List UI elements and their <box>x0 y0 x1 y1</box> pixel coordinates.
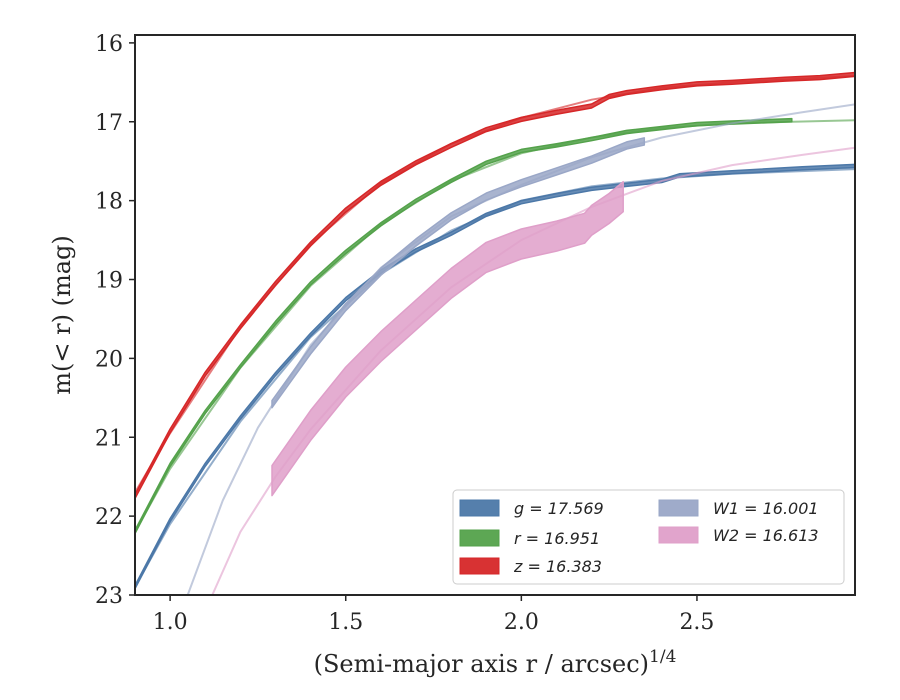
observed-band-1 <box>135 117 793 535</box>
legend-label-0: g = 17.569 <box>514 499 604 518</box>
x-tick-label: 2.0 <box>504 610 539 635</box>
legend-label-3: W1 = 16.001 <box>713 499 819 518</box>
legend-label-4: W2 = 16.613 <box>713 526 819 545</box>
y-tick-label: 23 <box>95 584 123 609</box>
legend-swatch-2 <box>459 557 500 575</box>
observed-band-4 <box>271 180 624 497</box>
y-tick-label: 18 <box>95 190 123 215</box>
x-tick-label: 1.5 <box>328 610 363 635</box>
y-tick-label: 21 <box>95 426 123 451</box>
series-3 <box>186 103 855 595</box>
series-2 <box>135 71 855 500</box>
legend-label-1: r = 16.951 <box>514 529 600 548</box>
legend-box <box>452 489 845 585</box>
axis-labels: (Semi-major axis r / arcsec)1/4 m(< r) (m… <box>48 235 676 678</box>
y-tick-label: 19 <box>95 269 123 294</box>
legend-swatch-0 <box>459 499 500 517</box>
y-tick-label: 22 <box>95 505 123 530</box>
x-tick-label: 2.5 <box>679 610 714 635</box>
legend-swatch-1 <box>459 529 500 547</box>
y-tick-label: 17 <box>95 111 123 136</box>
series-1 <box>135 117 855 535</box>
legend-label-2: z = 16.383 <box>513 557 602 576</box>
observed-band-3 <box>271 137 646 409</box>
observed-band-2 <box>135 71 855 500</box>
legend: g = 17.569 r = 16.951 z = 16.383 W1 = 16.00… <box>452 489 845 585</box>
y-tick-label: 16 <box>95 32 123 57</box>
series-layer <box>135 71 855 595</box>
y-tick-label: 20 <box>95 347 123 372</box>
x-axis-label: (Semi-major axis r / arcsec)1/4 <box>314 647 677 678</box>
y-axis-label: m(< r) (mag) <box>48 235 76 394</box>
model-line-2 <box>135 75 855 494</box>
x-tick-label: 1.0 <box>153 610 188 635</box>
ticks-layer: 1.0 1.5 2.0 2.5 16 17 18 19 20 21 22 23 <box>95 32 714 635</box>
legend-swatch-4 <box>658 526 699 544</box>
legend-swatch-3 <box>658 499 699 517</box>
plot-frame <box>134 34 856 596</box>
series-4 <box>211 146 855 595</box>
